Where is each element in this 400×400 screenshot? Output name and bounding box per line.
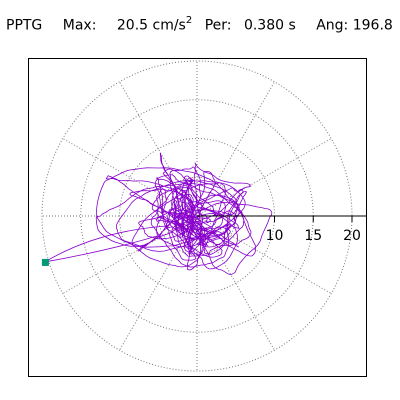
grid-spoke <box>62 138 198 217</box>
peak-marker <box>41 258 49 266</box>
trace-path <box>95 152 273 276</box>
ang-value: 196.8 <box>352 17 393 34</box>
peak-marker-group <box>41 258 49 266</box>
per-value: 0.380 s <box>243 17 296 34</box>
grid-spoke <box>119 81 198 217</box>
max-unit: cm/s <box>152 17 186 34</box>
per-label: Per: <box>204 17 232 34</box>
grid-spoke <box>196 215 275 351</box>
chart-header: PPTG Max: 20.5 cm/s2 Per: 0.380 s Ang: 1… <box>6 15 393 34</box>
radial-tick-label: 10 <box>266 228 284 244</box>
plot-frame <box>28 58 367 377</box>
radial-tick-label: 20 <box>343 228 361 244</box>
max-value: 20.5 <box>116 17 149 34</box>
max-unit-exponent: 2 <box>185 15 193 26</box>
radial-axis: 10 15 20 <box>197 215 366 244</box>
grid-spoke <box>196 138 332 217</box>
grid-spoke <box>62 215 198 294</box>
grid-spoke <box>196 215 332 294</box>
station-code: PPTG <box>6 17 43 34</box>
radial-tick-label: 15 <box>304 228 322 244</box>
max-label: Max: <box>62 17 97 34</box>
grid-spoke <box>196 81 275 217</box>
grid-spoke <box>119 215 198 351</box>
ang-label: Ang: <box>316 17 349 34</box>
